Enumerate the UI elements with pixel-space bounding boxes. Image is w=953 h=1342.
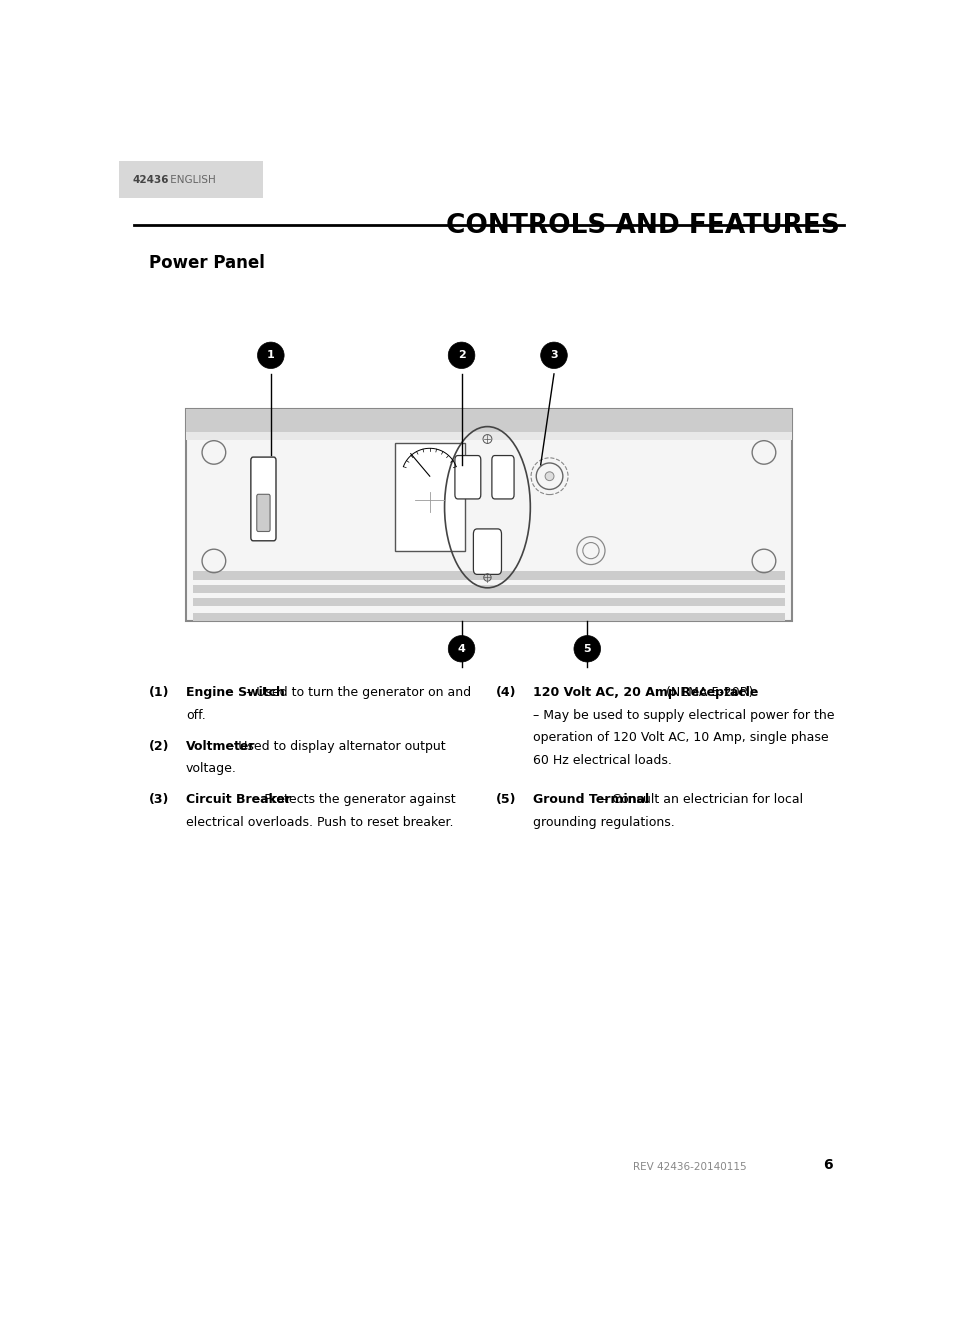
Ellipse shape: [574, 636, 600, 662]
Bar: [395, 443, 464, 552]
Text: REV 42436-20140115: REV 42436-20140115: [633, 1162, 746, 1172]
FancyBboxPatch shape: [473, 529, 501, 574]
Text: (NEMA 5-20R): (NEMA 5-20R): [661, 686, 753, 699]
Bar: [193, 572, 783, 580]
Text: – May be used to supply electrical power for the: – May be used to supply electrical power…: [533, 709, 834, 722]
Text: 120 Volt AC, 20 Amp Receptacle: 120 Volt AC, 20 Amp Receptacle: [533, 686, 758, 699]
FancyBboxPatch shape: [492, 455, 514, 499]
Text: – Used to display alternator output: – Used to display alternator output: [224, 739, 446, 753]
FancyBboxPatch shape: [256, 494, 270, 531]
Text: off.: off.: [186, 709, 205, 722]
Text: 5: 5: [583, 644, 591, 654]
Text: (4): (4): [496, 686, 517, 699]
Text: 6: 6: [822, 1158, 832, 1172]
Text: (2): (2): [149, 739, 169, 753]
Text: Ground Terminal: Ground Terminal: [533, 793, 649, 807]
Text: operation of 120 Volt AC, 10 Amp, single phase: operation of 120 Volt AC, 10 Amp, single…: [533, 731, 828, 745]
Bar: [193, 585, 783, 593]
Text: – Used to turn the generator on and: – Used to turn the generator on and: [241, 686, 470, 699]
Text: 60 Hz electrical loads.: 60 Hz electrical loads.: [533, 754, 672, 768]
Text: 1: 1: [267, 350, 274, 360]
Ellipse shape: [540, 342, 567, 369]
Text: – Protects the generator against: – Protects the generator against: [250, 793, 456, 807]
Ellipse shape: [448, 636, 475, 662]
Text: Engine Switch: Engine Switch: [186, 686, 284, 699]
Bar: [193, 612, 783, 621]
Text: – Consult an electrician for local: – Consult an electrician for local: [597, 793, 801, 807]
Text: 42436: 42436: [132, 176, 169, 185]
Text: (1): (1): [149, 686, 169, 699]
Ellipse shape: [544, 472, 554, 480]
Text: ENGLISH: ENGLISH: [167, 176, 215, 185]
Text: 3: 3: [550, 350, 558, 360]
Ellipse shape: [257, 342, 284, 369]
FancyBboxPatch shape: [455, 455, 480, 499]
Text: Voltmeter: Voltmeter: [186, 739, 255, 753]
Text: grounding regulations.: grounding regulations.: [533, 816, 675, 829]
Bar: [186, 432, 791, 440]
Bar: [186, 409, 791, 621]
FancyBboxPatch shape: [251, 458, 275, 541]
Text: (5): (5): [496, 793, 517, 807]
Bar: [186, 409, 791, 432]
Bar: [119, 161, 263, 199]
Text: 2: 2: [457, 350, 465, 360]
Text: Power Panel: Power Panel: [149, 254, 264, 272]
Text: electrical overloads. Push to reset breaker.: electrical overloads. Push to reset brea…: [186, 816, 453, 829]
Ellipse shape: [448, 342, 475, 369]
Text: (3): (3): [149, 793, 169, 807]
Bar: [193, 599, 783, 607]
Text: 4: 4: [457, 644, 465, 654]
Text: CONTROLS AND FEATURES: CONTROLS AND FEATURES: [446, 212, 840, 239]
Text: Circuit Breaker: Circuit Breaker: [186, 793, 291, 807]
Text: voltage.: voltage.: [186, 762, 236, 776]
